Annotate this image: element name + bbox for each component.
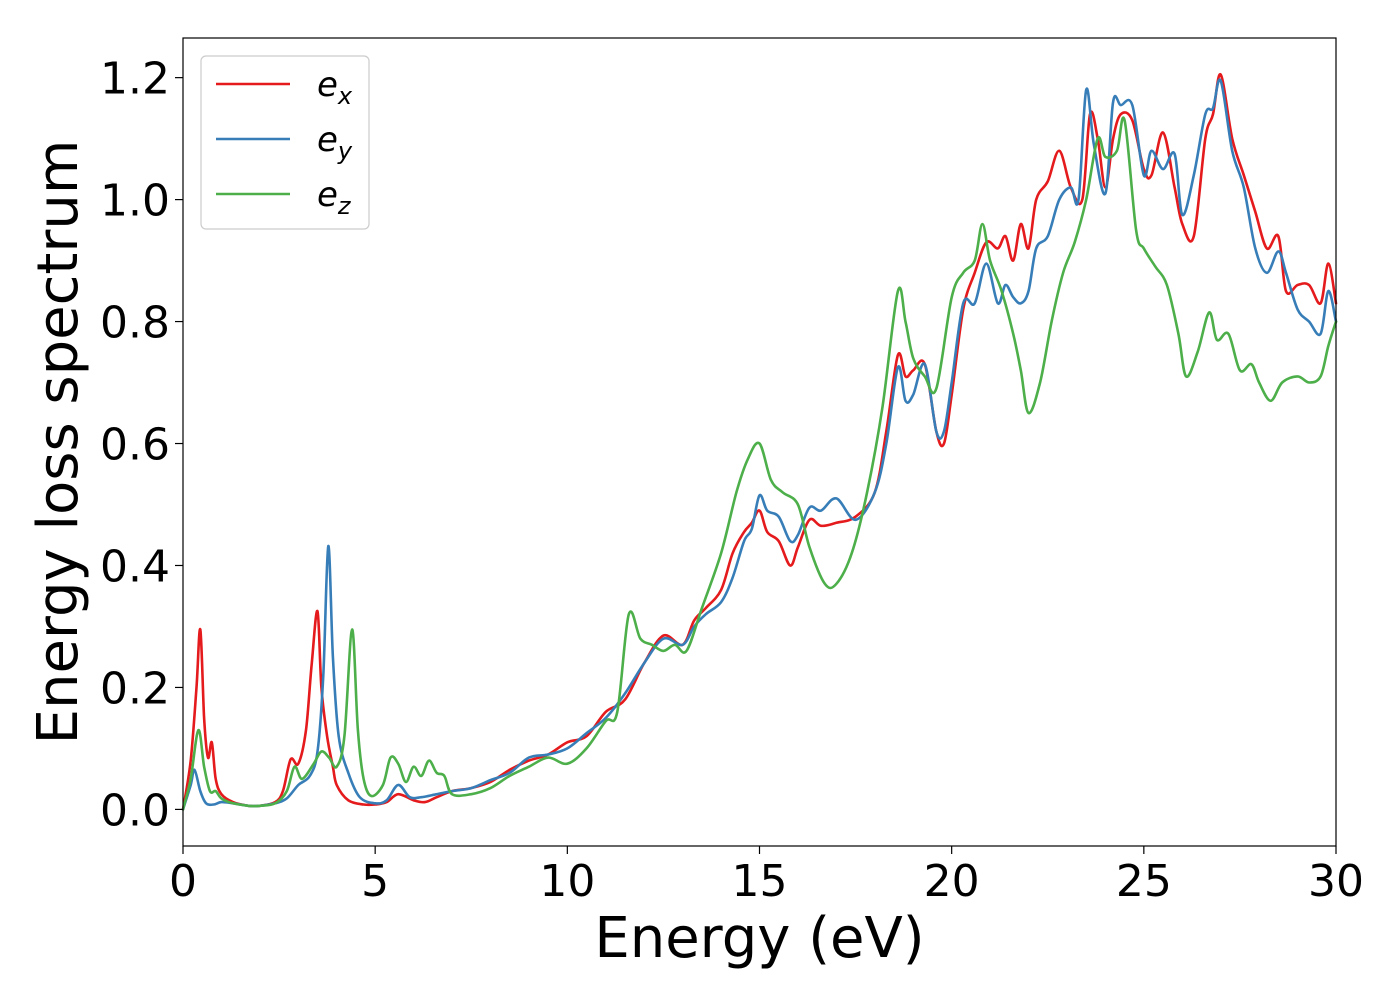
series-line-z <box>181 116 1338 811</box>
x-tick-label: 10 <box>539 856 595 907</box>
y-axis: 0.0 0.2 0.4 0.6 0.8 1.0 1.2 <box>100 54 183 836</box>
x-tick-label: 20 <box>924 856 980 907</box>
series-line-y <box>181 78 1338 811</box>
y-axis-label: Energy loss spectrum <box>26 140 91 745</box>
x-axis: 0 5 10 15 20 25 30 <box>169 846 1364 907</box>
x-tick-label: 0 <box>169 856 197 907</box>
y-tick-label: 0.8 <box>100 298 170 349</box>
series-layer <box>181 73 1338 811</box>
x-tick-label: 30 <box>1308 856 1364 907</box>
y-tick-label: 0.2 <box>100 663 170 714</box>
x-tick-label: 5 <box>361 856 389 907</box>
series-line-x <box>181 73 1338 811</box>
x-axis-label: Energy (eV) <box>594 906 924 971</box>
y-tick-label: 0.0 <box>100 785 170 836</box>
y-tick-label: 1.0 <box>100 176 170 227</box>
legend-subscript: z <box>337 192 352 220</box>
y-tick-label: 1.2 <box>100 54 170 105</box>
y-tick-label: 0.6 <box>100 420 170 471</box>
legend-subscript: y <box>337 137 353 165</box>
legend-box <box>200 55 370 230</box>
legend-subscript: x <box>337 82 353 110</box>
x-tick-label: 15 <box>732 856 788 907</box>
y-tick-label: 0.4 <box>100 541 170 592</box>
x-tick-label: 25 <box>1116 856 1172 907</box>
